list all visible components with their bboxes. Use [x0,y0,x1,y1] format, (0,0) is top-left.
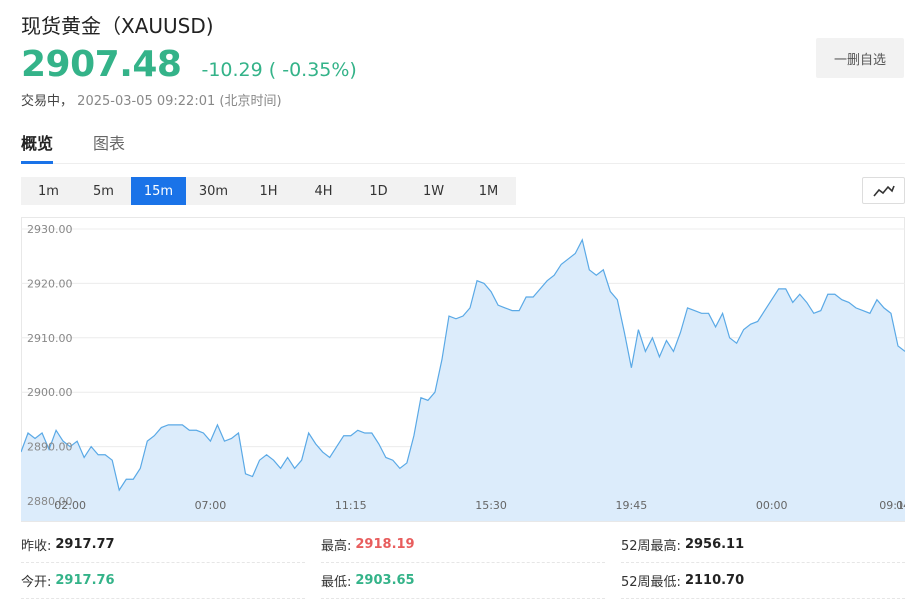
interval-1mo[interactable]: 1M [478,183,499,199]
stats-row: 今开: 2917.76 最低: 2903.65 52周最低: 2110.70 [21,563,905,599]
stats-row: 昨收: 2917.77 最高: 2918.19 52周最高: 2956.11 [21,527,905,563]
tab-chart[interactable]: 图表 [93,134,126,153]
x-tick-label: 07:00 [195,499,227,512]
y-tick-label: 2890.00 [27,441,73,454]
y-tick-label: 2880.00 [27,495,73,508]
price-row: 2907.48 -10.29 ( -0.35%) [21,44,357,85]
timezone: (北京时间) [219,94,282,109]
stat-open: 今开: 2917.76 [21,563,305,599]
tab-overview[interactable]: 概览 [21,130,54,164]
interval-1h[interactable]: 1H [259,183,278,199]
x-tick-label: 19:45 [616,499,648,512]
interval-1m[interactable]: 1m [38,183,59,199]
interval-5m[interactable]: 5m [93,183,114,199]
price-chart[interactable]: 2930.00 2920.00 2910.00 2900.00 2890.00 2880.… [21,217,905,522]
interval-1w[interactable]: 1W [422,183,445,199]
x-tick-label: 00:00 [756,499,788,512]
x-tick-label: 04:15 [896,499,905,512]
interval-1d[interactable]: 1D [369,183,388,199]
interval-selector: 1m 5m 15m 30m 1H 4H 1D 1W 1M [21,177,516,205]
stat-52w-low: 52周最低: 2110.70 [621,563,905,599]
trading-status: 交易中， 2025-03-05 09:22:01 (北京时间) [21,94,282,109]
remove-watchlist-button[interactable]: 一删自选 [816,38,904,78]
stats-panel: 昨收: 2917.77 最高: 2918.19 52周最高: 2956.11 今开: 2… [21,527,905,599]
last-price: 2907.48 [21,44,182,85]
view-tabs: 概览 图表 [21,130,905,164]
interval-30m[interactable]: 30m [198,183,229,199]
price-change: -10.29 ( -0.35%) [201,59,357,81]
x-tick-label: 15:30 [475,499,507,512]
x-tick-label: 02:00 [54,499,86,512]
stat-52w-high: 52周最高: 2956.11 [621,527,905,563]
y-tick-label: 2930.00 [27,223,73,236]
interval-15m[interactable]: 15m [131,177,186,205]
price-line [21,238,905,492]
line-chart-icon[interactable] [862,177,905,204]
instrument-title: 现货黄金（XAUUSD) [21,14,214,38]
status-text: 交易中 [21,94,61,109]
price-chart-svg: 2930.00 2920.00 2910.00 2900.00 2890.00 2880.… [21,217,905,522]
y-tick-label: 2920.00 [27,277,73,290]
timestamp: 2025-03-05 09:22:01 [77,94,216,109]
price-area [21,239,905,521]
stat-prev-close: 昨收: 2917.77 [21,527,305,563]
stat-low: 最低: 2903.65 [321,563,605,599]
x-tick-label: 09:1 [879,499,904,512]
y-tick-label: 2910.00 [27,332,73,345]
stat-high: 最高: 2918.19 [321,527,605,563]
interval-4h[interactable]: 4H [314,183,333,199]
y-tick-label: 2900.00 [27,386,73,399]
x-tick-label: 11:15 [335,499,367,512]
